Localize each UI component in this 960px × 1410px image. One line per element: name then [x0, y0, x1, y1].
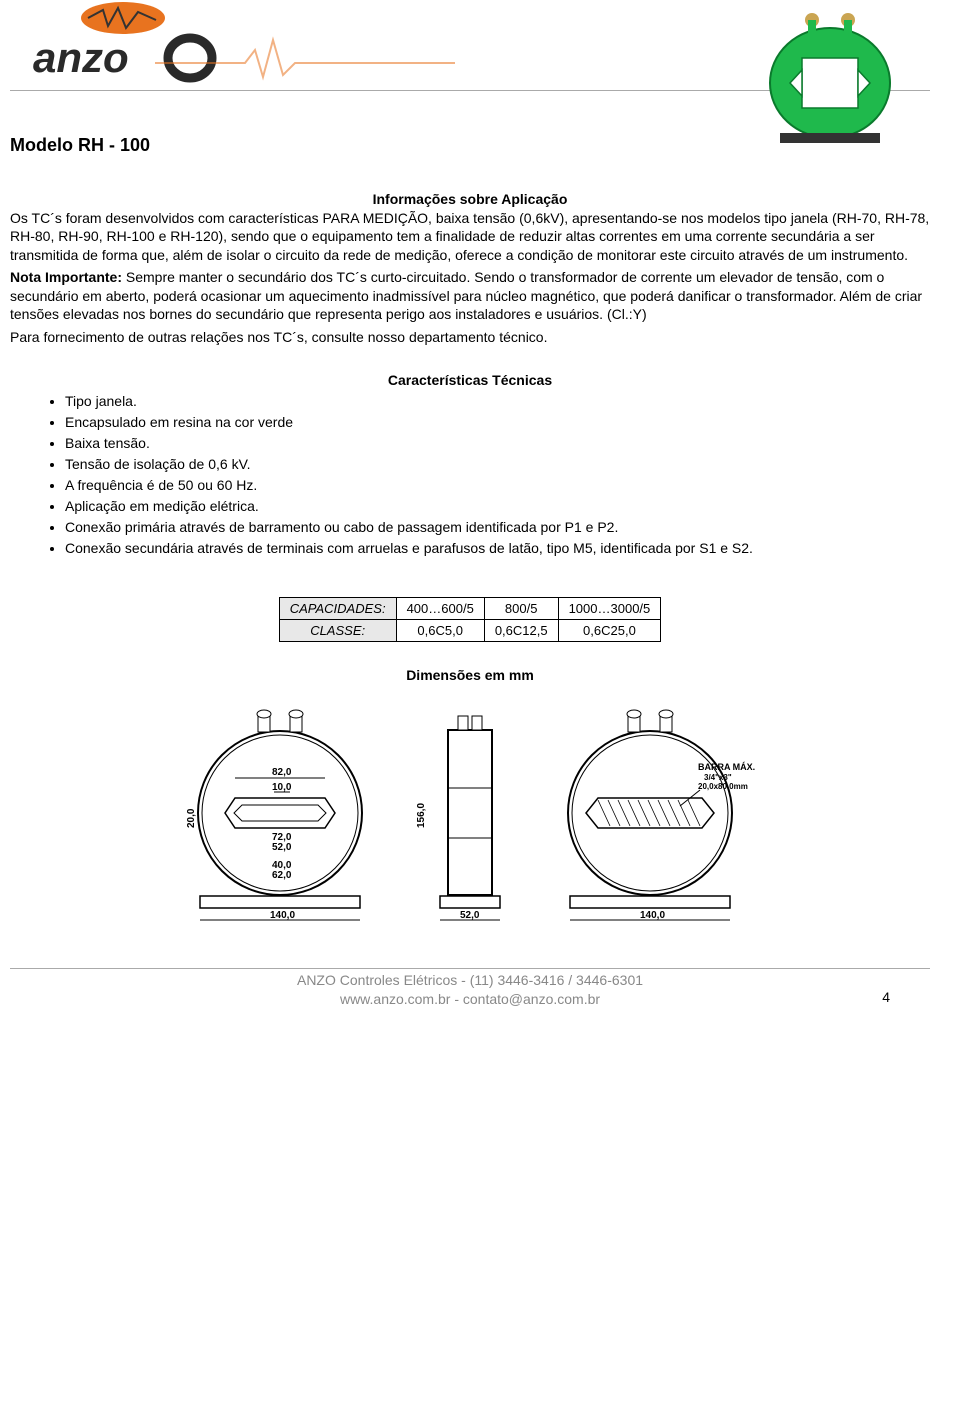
svg-text:anzo: anzo: [33, 34, 129, 81]
row-label: CAPACIDADES:: [279, 598, 396, 620]
spec-item: Tipo janela.: [65, 392, 930, 411]
spec-item: Baixa tensão.: [65, 434, 930, 453]
note-text: Sempre manter o secundário dos TC´s curt…: [10, 269, 922, 322]
svg-text:20,0: 20,0: [186, 809, 197, 829]
page-footer: ANZO Controles Elétricos - (11) 3446-341…: [10, 971, 930, 1009]
table-cell: 400…600/5: [396, 598, 484, 620]
spec-item: Aplicação em medição elétrica.: [65, 497, 930, 516]
table-row: CAPACIDADES: 400…600/5 800/5 1000…3000/5: [279, 598, 661, 620]
drawing-front: 82,0 10,0 72,0 52,0 40,0 62,0 140,0 20,0: [180, 698, 390, 928]
svg-text:52,0: 52,0: [272, 842, 292, 853]
spec-item: A frequência é de 50 ou 60 Hz.: [65, 476, 930, 495]
supply-text: Para fornecimento de outras relações nos…: [10, 328, 930, 346]
dimensions-heading: Dimensões em mm: [10, 667, 930, 683]
table-row: CLASSE: 0,6C5,0 0,6C12,5 0,6C25,0: [279, 620, 661, 642]
tech-heading: Características Técnicas: [10, 372, 930, 388]
table-cell: 1000…3000/5: [558, 598, 661, 620]
svg-text:156,0: 156,0: [416, 803, 427, 828]
application-heading: Informações sobre Aplicação: [10, 191, 930, 207]
table-cell: 0,6C5,0: [396, 620, 484, 642]
dimension-drawings: 82,0 10,0 72,0 52,0 40,0 62,0 140,0 20,0…: [10, 698, 930, 928]
svg-text:BARRA MÁX.: BARRA MÁX.: [698, 762, 755, 772]
table-cell: 0,6C25,0: [558, 620, 661, 642]
svg-text:3/4"x3": 3/4"x3": [704, 773, 732, 782]
svg-text:140,0: 140,0: [640, 910, 665, 921]
page-header: anzo: [10, 0, 930, 120]
svg-text:62,0: 62,0: [272, 870, 292, 881]
footer-line-2: www.anzo.com.br - contato@anzo.com.br: [10, 990, 930, 1009]
application-text: Os TC´s foram desenvolvidos com caracter…: [10, 209, 930, 264]
svg-text:82,0: 82,0: [272, 767, 292, 778]
svg-text:140,0: 140,0: [270, 910, 295, 921]
svg-text:20,0x80,0mm: 20,0x80,0mm: [698, 782, 748, 791]
svg-text:10,0: 10,0: [272, 782, 292, 793]
note-paragraph: Nota Importante: Sempre manter o secundá…: [10, 268, 930, 323]
svg-text:52,0: 52,0: [460, 910, 480, 921]
footer-rule: [10, 968, 930, 969]
page-number: 4: [882, 988, 890, 1007]
spec-item: Conexão primária através de barramento o…: [65, 518, 930, 537]
note-label: Nota Importante:: [10, 269, 122, 285]
table-cell: 800/5: [484, 598, 558, 620]
spec-item: Encapsulado em resina na cor verde: [65, 413, 930, 432]
spec-list: Tipo janela. Encapsulado em resina na co…: [10, 392, 930, 557]
spec-item: Conexão secundária através de terminais …: [65, 539, 930, 558]
row-label: CLASSE:: [279, 620, 396, 642]
product-image: [750, 8, 910, 148]
spec-item: Tensão de isolação de 0,6 kV.: [65, 455, 930, 474]
drawing-side: 156,0 52,0: [410, 698, 530, 928]
drawing-back: BARRA MÁX. 3/4"x3" 20,0x80,0mm 140,0: [550, 698, 760, 928]
capacity-table: CAPACIDADES: 400…600/5 800/5 1000…3000/5…: [279, 597, 662, 642]
footer-line-1: ANZO Controles Elétricos - (11) 3446-341…: [10, 971, 930, 990]
table-cell: 0,6C12,5: [484, 620, 558, 642]
ecg-decoration: [155, 35, 455, 85]
